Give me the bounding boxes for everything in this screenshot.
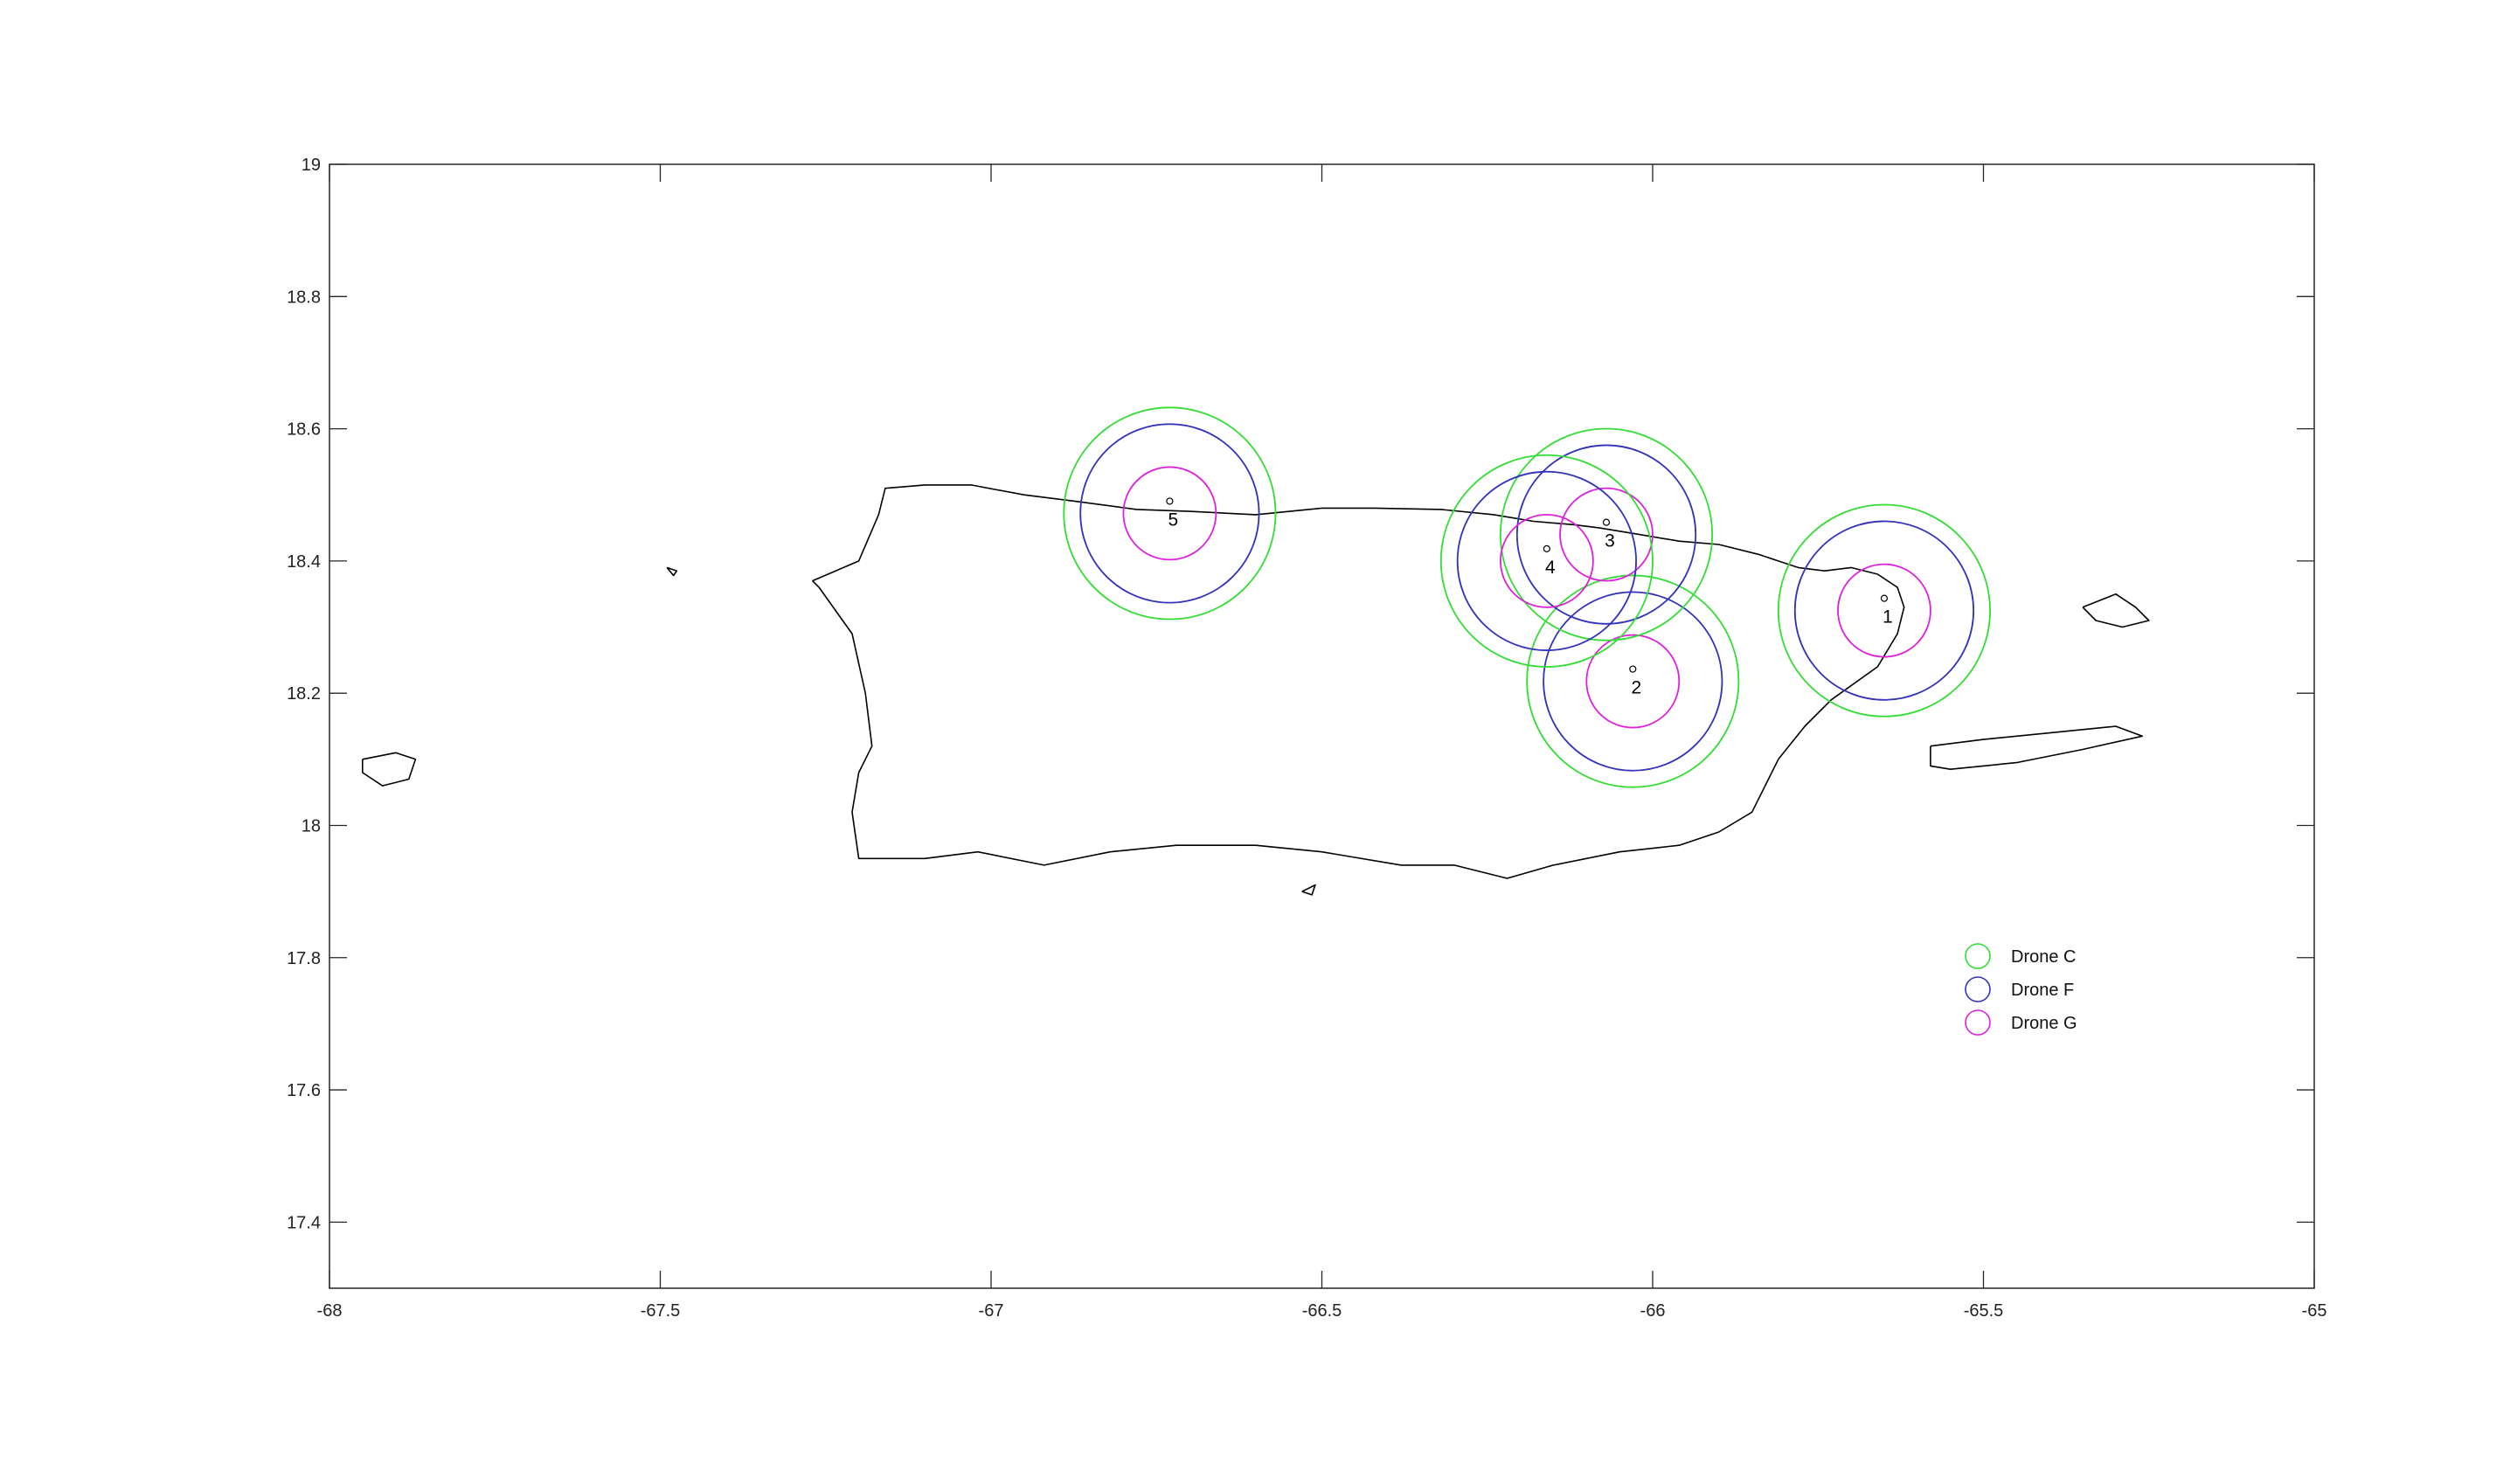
coverage-circle-site-1-series-2 (1837, 563, 1931, 658)
coverage-circle-site-1-series-0 (1777, 503, 1991, 718)
coastline-caja-de-muertos (1301, 884, 1316, 896)
site-marker (1543, 544, 1550, 552)
coverage-circle-site-3-series-1 (1515, 444, 1697, 625)
y-tick-label: 18 (302, 816, 321, 836)
legend-marker (1965, 1009, 1991, 1036)
site-marker-layer: 1 2 3 4 5 (1166, 497, 1893, 698)
site-label: 5 (1168, 510, 1179, 530)
coverage-circle-layer (1063, 406, 1991, 788)
site-label: 4 (1545, 558, 1556, 578)
legend-entry-label: Drone C (2011, 947, 2076, 967)
coastline-vieques (1930, 725, 2143, 771)
coverage-circle-site-5-series-0 (1063, 406, 1277, 621)
x-tick-label: -65 (2302, 1301, 2327, 1321)
site-marker (1166, 497, 1174, 505)
y-tick-label: 19 (302, 156, 321, 175)
legend-entry-label: Drone G (2011, 1014, 2077, 1033)
x-tick-label: -67.5 (641, 1301, 681, 1321)
y-tick-label: 18.4 (287, 552, 321, 572)
site-label: 2 (1631, 678, 1641, 698)
x-tick-label: -65.5 (1964, 1301, 2004, 1321)
legend: Drone C Drone F Drone G (1965, 943, 2077, 1036)
legend-marker (1965, 976, 1991, 1002)
y-tick-label: 18.6 (287, 420, 321, 440)
x-tick-label: -66.5 (1302, 1301, 1342, 1321)
coverage-circle-site-4-series-2 (1499, 513, 1594, 608)
coverage-circle-site-3-series-2 (1559, 487, 1654, 582)
site-label: 3 (1605, 531, 1615, 551)
site-marker (1629, 665, 1637, 673)
y-tick-label: 18.2 (287, 684, 321, 704)
y-tick-label: 18.8 (287, 288, 321, 307)
coverage-circle-site-5-series-1 (1079, 423, 1260, 604)
site-marker (1880, 594, 1889, 602)
x-tick-label: -67 (979, 1301, 1004, 1321)
coverage-circle-site-4-series-1 (1456, 470, 1637, 651)
y-tick-label: 17.4 (287, 1213, 321, 1232)
x-tick-label: -66 (1640, 1301, 1666, 1321)
coastline-mona (361, 752, 417, 787)
coverage-circle-site-2-series-2 (1585, 634, 1681, 729)
coverage-circle-site-1-series-1 (1793, 520, 1975, 701)
x-tick-label: -68 (317, 1301, 343, 1321)
legend-marker (1965, 943, 1991, 969)
y-tick-label: 17.6 (287, 1081, 321, 1100)
coverage-circle-site-2-series-1 (1543, 591, 1723, 772)
coverage-circle-site-5-series-2 (1122, 466, 1217, 561)
coastline-desecheo (666, 566, 678, 577)
coastline-culebra (2082, 593, 2150, 628)
y-tick-label: 17.8 (287, 949, 321, 968)
axis-tick-layer: -68 -67.5 -67 -66.5 -66 -65.5 -65 17.4 17.6 17.8 1… (287, 156, 2326, 1321)
coverage-circle-site-4-series-0 (1439, 454, 1654, 668)
coverage-circle-site-2-series-0 (1526, 574, 1740, 788)
coverage-circle-site-3-series-0 (1499, 427, 1714, 641)
site-marker (1602, 518, 1611, 526)
coastline-puerto-rico-main (812, 484, 1905, 879)
site-label: 1 (1883, 607, 1893, 628)
coastline-layer (361, 484, 2150, 896)
legend-entry-label: Drone F (2011, 981, 2074, 1000)
